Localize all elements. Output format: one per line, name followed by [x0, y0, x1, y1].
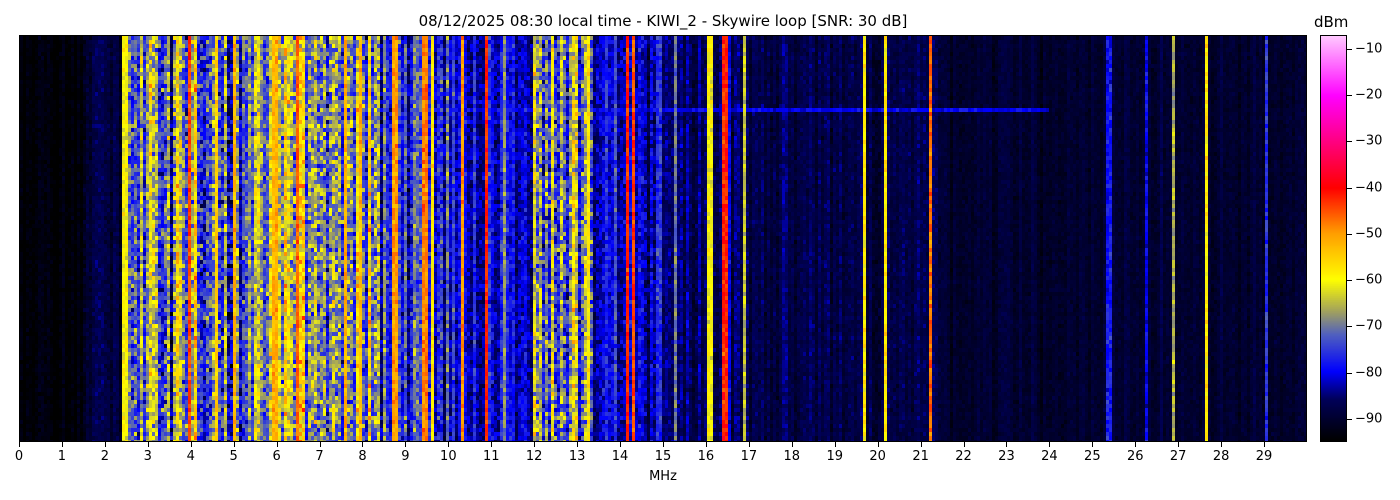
- colorbar-label: dBm: [1314, 13, 1349, 31]
- x-tick-mark: [147, 442, 149, 447]
- colorbar-tick-label: −20: [1355, 87, 1383, 103]
- x-tick-mark: [61, 442, 63, 447]
- x-tick-mark: [1135, 442, 1137, 447]
- x-tick-mark: [362, 442, 364, 447]
- x-tick-mark: [319, 442, 321, 447]
- chart-title: 08/12/2025 08:30 local time - KIWI_2 - S…: [418, 12, 908, 30]
- x-tick-mark: [405, 442, 407, 447]
- colorbar-tick-mark: [1347, 372, 1352, 374]
- x-tick-mark: [19, 442, 20, 447]
- x-tick-label: 8: [358, 449, 367, 464]
- colorbar-tick-label: −70: [1355, 318, 1383, 334]
- colorbar-tick-mark: [1347, 48, 1352, 50]
- x-tick-label: 19: [826, 449, 843, 464]
- x-tick-label: 13: [568, 449, 586, 464]
- x-tick-mark: [705, 442, 707, 447]
- x-tick-label: 22: [955, 449, 972, 464]
- x-tick-label: 10: [440, 449, 457, 464]
- colorbar: [1320, 35, 1347, 442]
- x-tick-mark: [534, 442, 536, 447]
- colorbar-tick-label: −30: [1355, 133, 1383, 149]
- x-tick-mark: [104, 442, 106, 447]
- x-tick-label: 7: [315, 449, 324, 464]
- x-tick-label: 12: [525, 449, 543, 464]
- x-tick-mark: [663, 442, 664, 447]
- x-tick-mark: [190, 442, 192, 447]
- colorbar-tick-mark: [1347, 187, 1352, 189]
- colorbar-tick-mark: [1347, 326, 1352, 328]
- x-tick-label: 27: [1169, 449, 1187, 464]
- waterfall-plot-area: [19, 35, 1307, 442]
- colorbar-tick-label: −80: [1355, 365, 1383, 381]
- x-tick-label: 18: [783, 449, 801, 464]
- x-tick-label: 24: [1041, 449, 1058, 464]
- x-tick-mark: [791, 442, 793, 447]
- x-tick-label: 25: [1084, 449, 1101, 464]
- colorbar-tick-mark: [1347, 418, 1352, 420]
- x-tick-mark: [1006, 442, 1008, 447]
- x-axis-label: MHz: [649, 469, 677, 484]
- x-tick-mark: [577, 442, 579, 447]
- x-tick-mark: [233, 442, 235, 447]
- x-tick-mark: [834, 442, 836, 447]
- x-tick-mark: [1264, 442, 1266, 447]
- x-tick-mark: [748, 442, 750, 447]
- x-tick-mark: [877, 442, 879, 447]
- colorbar-tick-label: −10: [1355, 41, 1383, 57]
- colorbar-tick-mark: [1347, 280, 1352, 282]
- x-tick-label: 23: [998, 449, 1015, 464]
- x-tick-mark: [1178, 442, 1180, 447]
- x-tick-mark: [620, 442, 622, 447]
- x-tick-label: 15: [654, 449, 672, 464]
- x-tick-mark: [491, 442, 493, 447]
- x-tick-mark: [1049, 442, 1051, 447]
- x-tick-label: 11: [482, 449, 500, 464]
- x-tick-label: 16: [697, 449, 715, 464]
- x-tick-label: 21: [912, 449, 929, 464]
- x-tick-label: 26: [1126, 449, 1144, 464]
- x-tick-label: 28: [1212, 449, 1230, 464]
- x-tick-label: 14: [611, 449, 629, 464]
- colorbar-tick-label: −60: [1355, 272, 1383, 288]
- colorbar-tick-label: −40: [1355, 180, 1383, 196]
- colorbar-tick-label: −50: [1355, 226, 1383, 242]
- x-tick-label: 29: [1255, 449, 1273, 464]
- x-tick-mark: [448, 442, 450, 447]
- colorbar-tick-mark: [1347, 141, 1352, 143]
- x-tick-mark: [276, 442, 278, 447]
- x-tick-label: 4: [186, 449, 195, 464]
- x-tick-label: 1: [57, 449, 67, 464]
- colorbar-tick-label: −90: [1355, 411, 1383, 427]
- waterfall-heatmap: [20, 36, 1306, 441]
- x-tick-mark: [963, 442, 965, 447]
- x-tick-label: 20: [869, 449, 886, 464]
- x-tick-label: 3: [143, 449, 152, 464]
- x-tick-label: 0: [14, 449, 24, 464]
- colorbar-tick-mark: [1347, 95, 1352, 97]
- x-tick-label: 5: [229, 449, 238, 464]
- x-tick-mark: [1092, 442, 1094, 447]
- x-tick-label: 6: [272, 449, 281, 464]
- x-tick-label: 17: [740, 449, 758, 464]
- x-tick-label: 9: [401, 449, 410, 464]
- x-tick-label: 2: [100, 449, 109, 464]
- x-tick-mark: [1221, 442, 1223, 447]
- colorbar-tick-mark: [1347, 233, 1352, 235]
- x-tick-mark: [920, 442, 922, 447]
